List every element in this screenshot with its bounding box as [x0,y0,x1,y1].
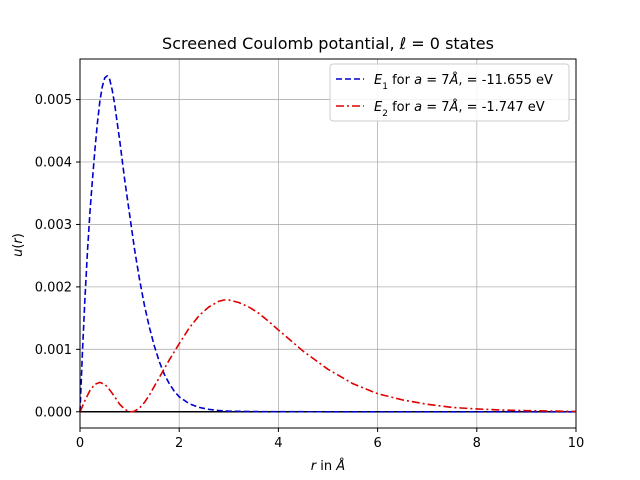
y-tick-label-4: 0.004 [35,156,72,171]
axes: 0 2 4 6 8 10 0.000 0.001 0.002 0.003 0.004 0.005 [35,58,585,451]
legend: E1 for a = 7Å, = -11.655 eV E2 for a = 7… [329,63,570,122]
y-tick-label-0: 0.000 [35,405,72,420]
y-tick-label-2: 0.002 [35,280,72,295]
plot-area [79,75,577,413]
legend-box [329,63,570,122]
x-tick-label-0: 0 [76,436,84,451]
series-line-1 [79,75,576,413]
x-tick-label-2: 4 [274,436,282,451]
chart-title: Screened Coulomb potantial, ℓ = 0 states [162,34,494,53]
y-tick-label-1: 0.001 [35,343,72,358]
y-axis-label: u(r) [11,233,26,257]
legend-label-series-2: E2 for a = 7Å, = -1.747 eV [374,99,545,119]
axes-frame [79,58,577,429]
grid [79,59,577,428]
x-tick-label-5: 10 [568,436,585,451]
series-line-2 [79,299,577,413]
y-tick-label-3: 0.003 [35,218,72,233]
x-tick-label-1: 2 [175,436,183,451]
x-tick-label-4: 8 [473,436,481,451]
legend-label-series-1: E1 for a = 7Å, = -11.655 eV [374,72,553,92]
x-axis-label: r in Å [311,458,345,474]
y-tick-label-5: 0.005 [35,93,72,108]
x-tick-label-3: 6 [373,436,381,451]
